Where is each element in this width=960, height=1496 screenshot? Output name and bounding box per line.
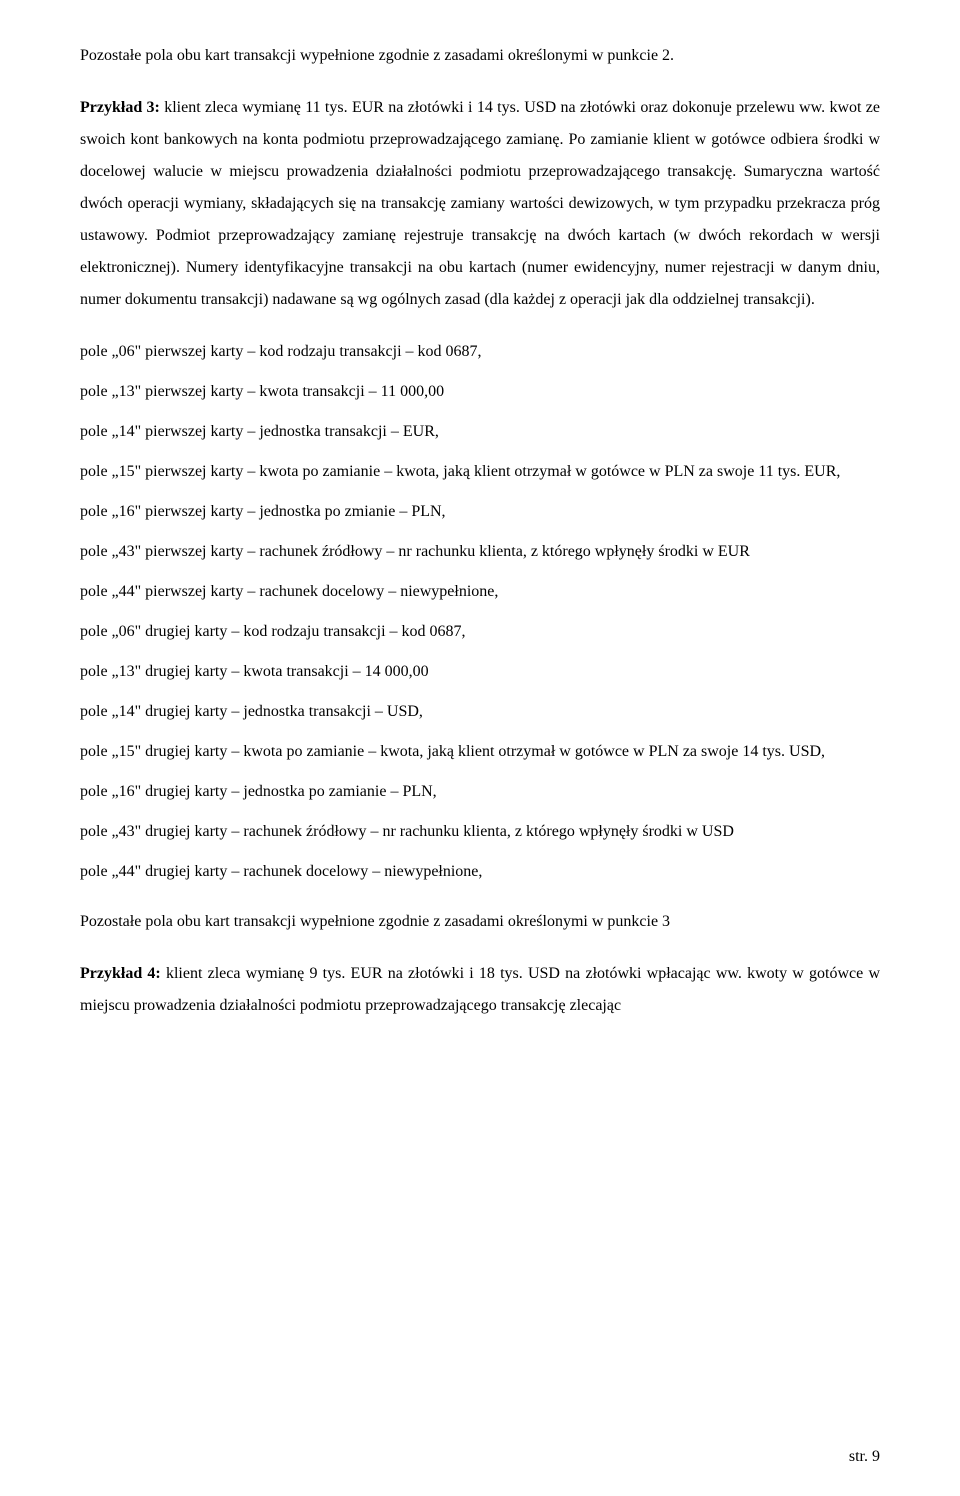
field-line: pole „15" drugiej karty – kwota po zamia… bbox=[80, 736, 880, 768]
field-line: pole „13" pierwszej karty – kwota transa… bbox=[80, 376, 880, 408]
field-line: pole „44" pierwszej karty – rachunek doc… bbox=[80, 576, 880, 608]
field-line: pole „43" drugiej karty – rachunek źródł… bbox=[80, 816, 880, 848]
field-line: pole „15" pierwszej karty – kwota po zam… bbox=[80, 456, 880, 488]
example-4-label: Przykład 4: bbox=[80, 965, 161, 982]
example-4-text: klient zleca wymianę 9 tys. EUR na złotó… bbox=[80, 965, 880, 1014]
example-4-paragraph: Przykład 4: klient zleca wymianę 9 tys. … bbox=[80, 958, 880, 1022]
field-line: pole „16" pierwszej karty – jednostka po… bbox=[80, 496, 880, 528]
field-line: pole „14" pierwszej karty – jednostka tr… bbox=[80, 416, 880, 448]
intro-paragraph: Pozostałe pola obu kart transakcji wypeł… bbox=[80, 40, 880, 72]
field-line: pole „14" drugiej karty – jednostka tran… bbox=[80, 696, 880, 728]
closing-paragraph: Pozostałe pola obu kart transakcji wypeł… bbox=[80, 906, 880, 938]
example-3-text: klient zleca wymianę 11 tys. EUR na złot… bbox=[80, 99, 880, 308]
field-line: pole „44" drugiej karty – rachunek docel… bbox=[80, 856, 880, 888]
field-line: pole „06" pierwszej karty – kod rodzaju … bbox=[80, 336, 880, 368]
field-line: pole „06" drugiej karty – kod rodzaju tr… bbox=[80, 616, 880, 648]
page-number: str. 9 bbox=[849, 1448, 880, 1466]
example-3-paragraph: Przykład 3: klient zleca wymianę 11 tys.… bbox=[80, 92, 880, 316]
example-3-label: Przykład 3: bbox=[80, 99, 160, 116]
field-line: pole „13" drugiej karty – kwota transakc… bbox=[80, 656, 880, 688]
field-line: pole „16" drugiej karty – jednostka po z… bbox=[80, 776, 880, 808]
field-line: pole „43" pierwszej karty – rachunek źró… bbox=[80, 536, 880, 568]
